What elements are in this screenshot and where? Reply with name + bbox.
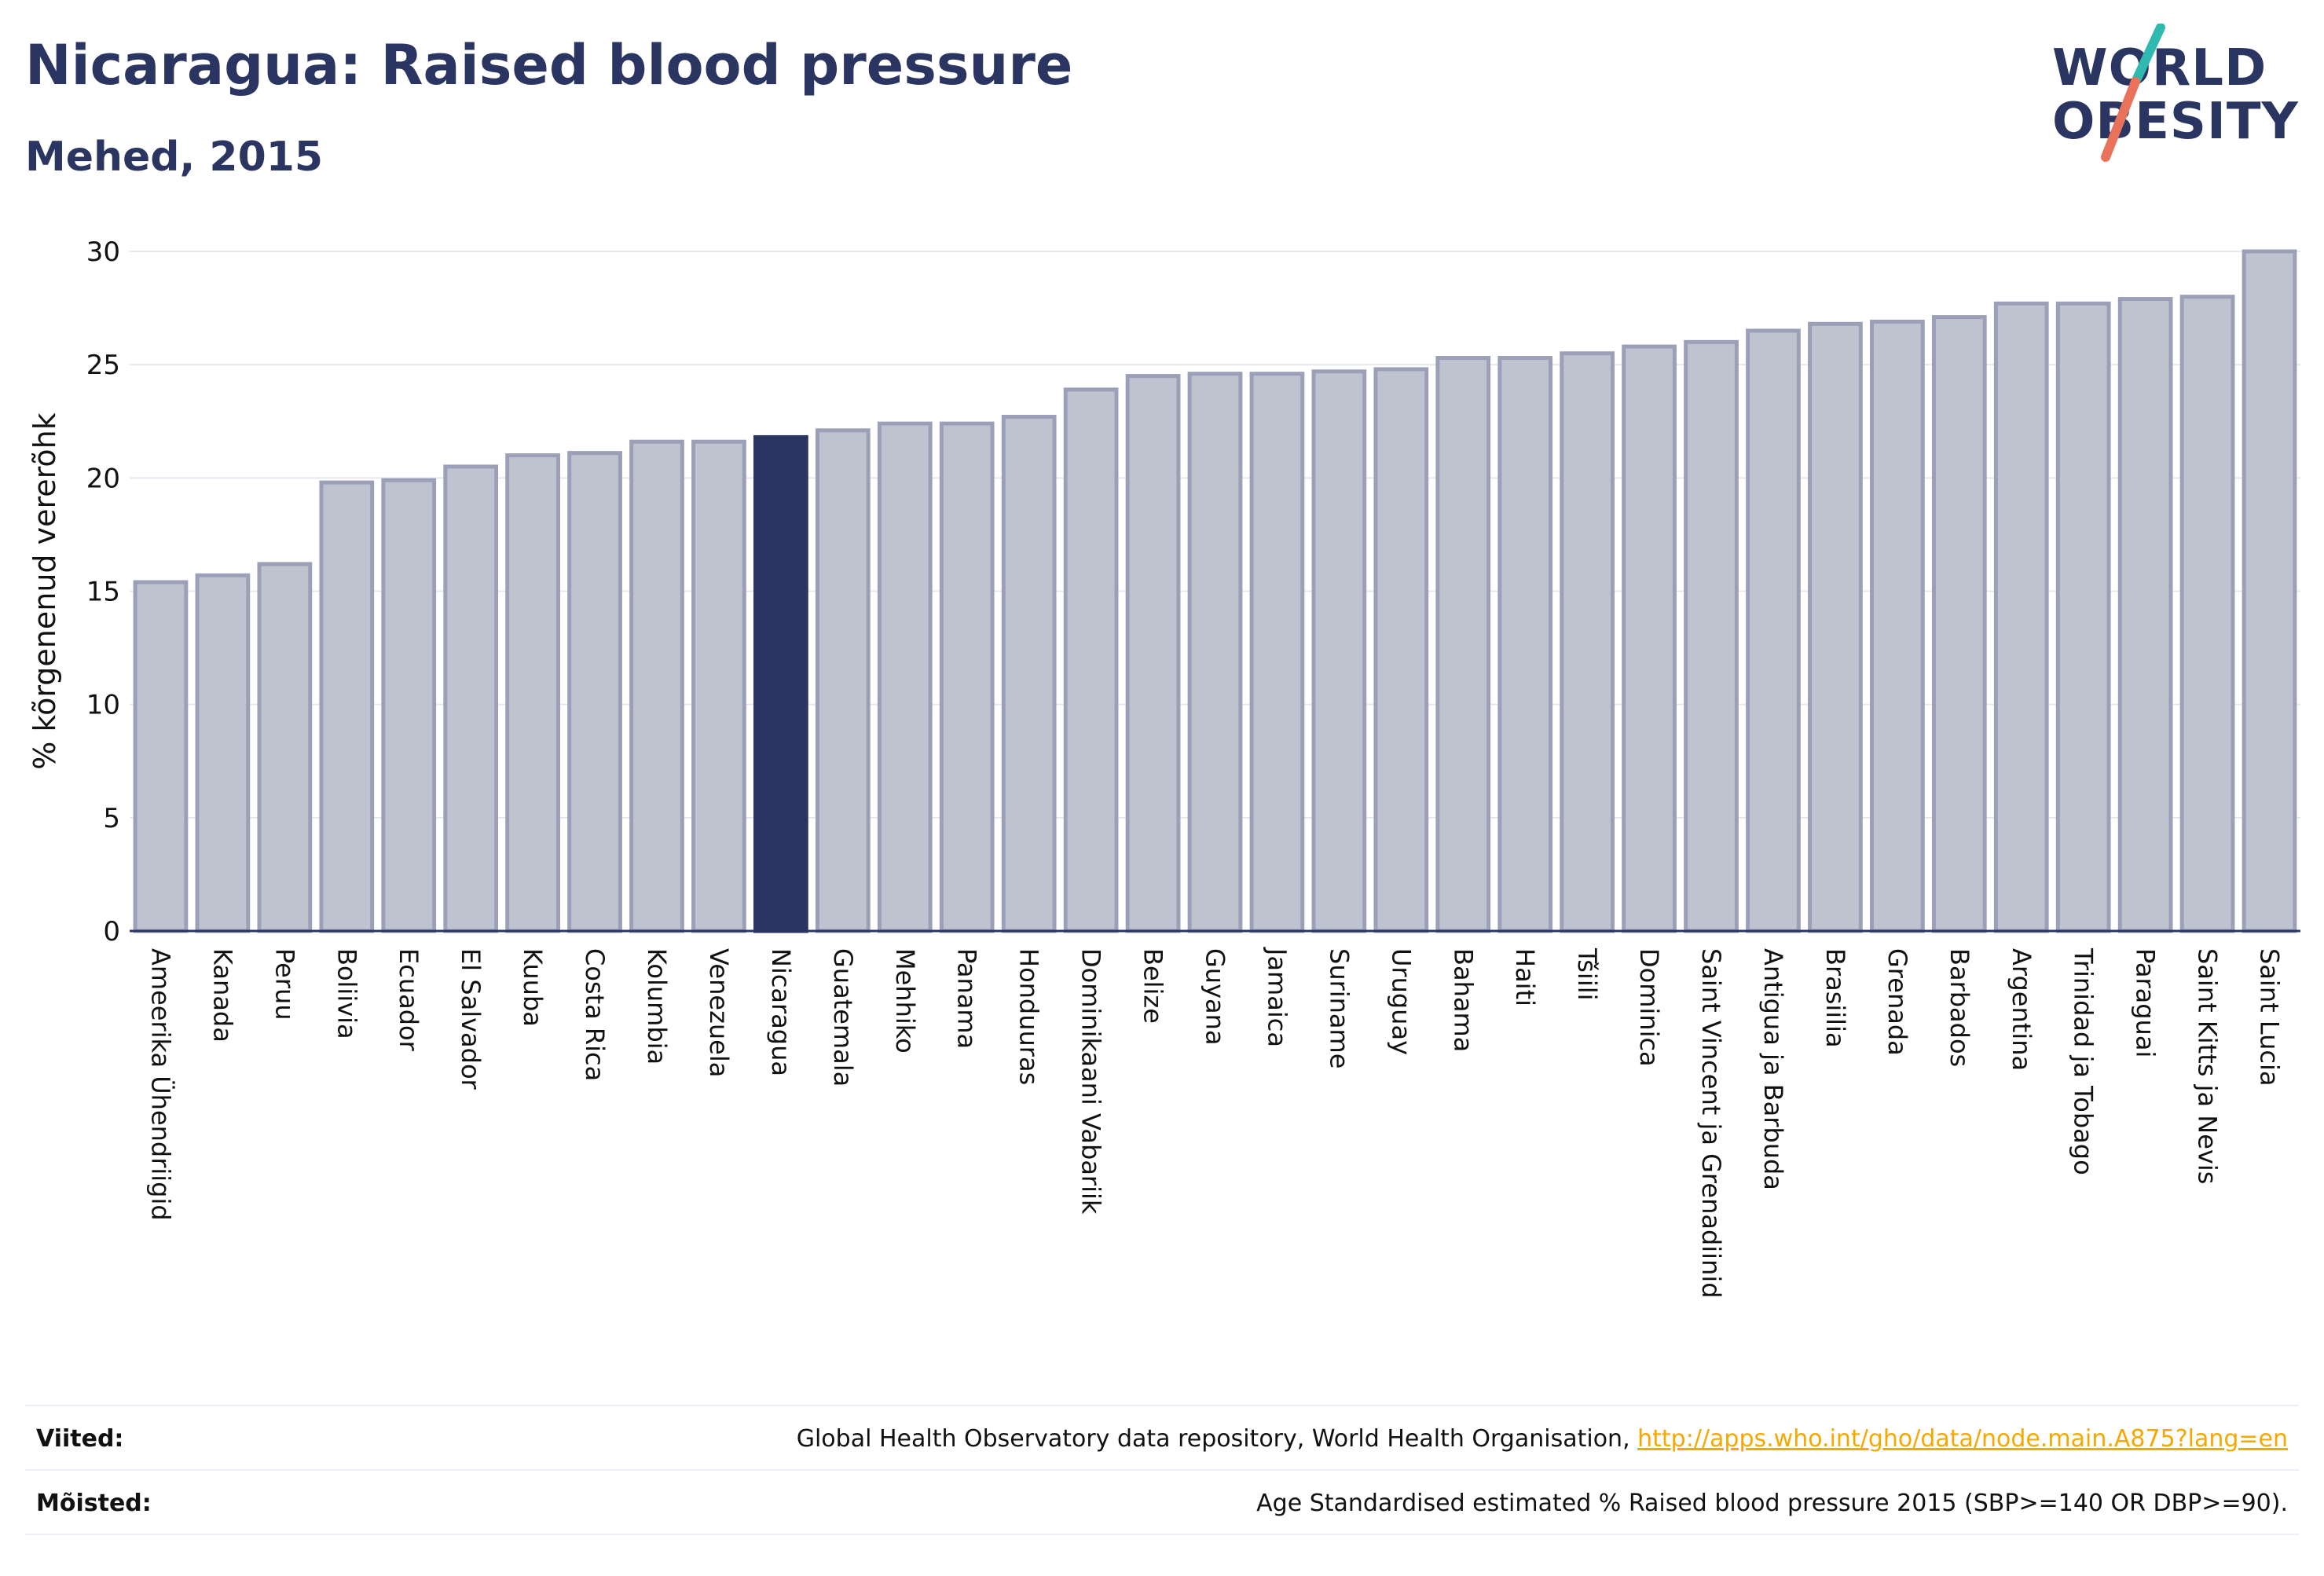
x-tick-label: Guatemala: [828, 948, 858, 1087]
page-title: Nicaragua: Raised blood pressure: [25, 33, 1073, 97]
x-tick-label: Kuuba: [518, 948, 548, 1027]
x-tick-label: Saint Vincent ja Grenadiinid: [1696, 948, 1726, 1299]
y-tick-label: 5: [103, 803, 120, 834]
x-tick-label: Panama: [952, 948, 982, 1049]
definitions-value: Age Standardised estimated % Raised bloo…: [1256, 1490, 2288, 1517]
bar: [1808, 321, 1863, 933]
y-tick-label: 25: [86, 350, 120, 381]
x-tick-label: Barbados: [1945, 948, 1974, 1067]
x-tick-label: Boliivia: [332, 948, 361, 1039]
x-tick-label: Guyana: [1200, 948, 1230, 1046]
x-tick-label: Brasiilia: [1820, 948, 1850, 1048]
y-tick-label: 20: [86, 463, 120, 494]
bar: [691, 439, 746, 933]
x-tick-label: Dominikaani Vabariik: [1076, 948, 1106, 1215]
bar: [2179, 295, 2235, 933]
bar: [381, 478, 437, 933]
bar: [443, 464, 499, 933]
definitions-label: Mõisted:: [36, 1490, 152, 1517]
logo-line-2: OBESITY: [2052, 93, 2299, 151]
y-tick-label: 15: [86, 577, 120, 608]
bar: [1187, 372, 1243, 933]
x-tick-label: Venezuela: [704, 948, 734, 1077]
x-tick-label: Argentina: [2007, 948, 2036, 1071]
bar: [877, 421, 933, 933]
y-axis-label: % kõrgenenud vererõhk: [27, 412, 62, 770]
x-tick-label: Paraguai: [2131, 948, 2161, 1057]
footer-divider-middle: [25, 1469, 2299, 1471]
bar: [1622, 344, 1677, 933]
y-tick-label: 10: [86, 690, 120, 721]
logo-slash-icon: [2101, 24, 2165, 162]
x-tick-label: Nicaragua: [766, 948, 796, 1076]
x-tick-label: Honduuras: [1014, 948, 1044, 1085]
x-tick-label: Belize: [1138, 948, 1168, 1024]
x-tick-label: Ecuador: [394, 948, 423, 1052]
x-tick-label: Kanada: [207, 948, 237, 1043]
x-tick-label: Antigua ja Barbuda: [1758, 948, 1788, 1190]
bar: [1435, 356, 1491, 933]
bar: [257, 562, 313, 933]
bar: [1311, 369, 1367, 933]
bar: [195, 573, 251, 933]
x-tick-label: Kolumbia: [642, 948, 672, 1065]
footer-divider-top: [25, 1405, 2299, 1406]
x-tick-label: Uruguay: [1386, 948, 1416, 1055]
y-tick-label: 0: [103, 916, 120, 947]
world-obesity-logo: WORLD OBESITY: [2043, 24, 2310, 165]
bar: [815, 428, 871, 933]
x-tick-label: Peruu: [269, 948, 299, 1021]
bar: [1684, 339, 1739, 933]
bar: [1993, 301, 2049, 933]
bar: [1063, 387, 1119, 933]
bar: [2055, 301, 2111, 933]
x-tick-label: Trinidad ja Tobago: [2069, 947, 2099, 1175]
x-tick-label: Ameerika Ühendriigid: [145, 948, 175, 1221]
bar: [1249, 372, 1305, 933]
x-tick-label: Mehhiko: [890, 948, 920, 1054]
bar: [629, 439, 684, 933]
x-tick-label: Grenada: [1882, 948, 1912, 1056]
bar: [753, 434, 808, 933]
bar: [1001, 414, 1057, 933]
x-tick-label: Dominica: [1634, 948, 1664, 1067]
bar: [1373, 367, 1429, 933]
x-tick-label: Saint Kitts ja Nevis: [2193, 948, 2223, 1184]
page-subtitle: Mehed, 2015: [25, 134, 324, 181]
bar: [1870, 319, 1925, 933]
bar: [567, 451, 622, 933]
bar: [505, 453, 560, 933]
x-tick-label: Saint Lucia: [2255, 948, 2285, 1086]
footer-divider-bottom: [25, 1534, 2299, 1535]
sources-value: Global Health Observatory data repositor…: [797, 1425, 2288, 1453]
bar: [133, 580, 189, 933]
bar: [2242, 249, 2297, 933]
bar-chart: 0 5 10 15 20 25 30 % kõrgenenud vererõhk Ameerik…: [27, 236, 2300, 1299]
logo-line-1: WORLD: [2052, 39, 2267, 97]
sources-label: Viited:: [36, 1425, 124, 1453]
bar: [939, 421, 995, 933]
x-tick-label: Costa Rica: [580, 948, 610, 1081]
sources-text: Global Health Observatory data repositor…: [796, 1425, 1638, 1453]
y-tick-label: 30: [86, 236, 120, 268]
bar: [2117, 297, 2173, 933]
bar: [1560, 351, 1615, 933]
bar: [1931, 315, 1987, 933]
x-tick-label: Haiti: [1510, 948, 1540, 1006]
bar: [1125, 374, 1181, 933]
x-tick-label: Jamaica: [1262, 947, 1292, 1047]
x-tick-label: Suriname: [1324, 948, 1354, 1068]
x-tick-label: El Salvador: [456, 948, 486, 1090]
sources-link[interactable]: http://apps.who.int/gho/data/node.main.A…: [1637, 1425, 2288, 1453]
x-tick-label: Tšiili: [1572, 947, 1602, 1000]
x-tick-label: Bahama: [1448, 948, 1478, 1052]
bar: [319, 480, 375, 933]
bar: [1497, 356, 1553, 933]
bar: [1746, 328, 1801, 933]
